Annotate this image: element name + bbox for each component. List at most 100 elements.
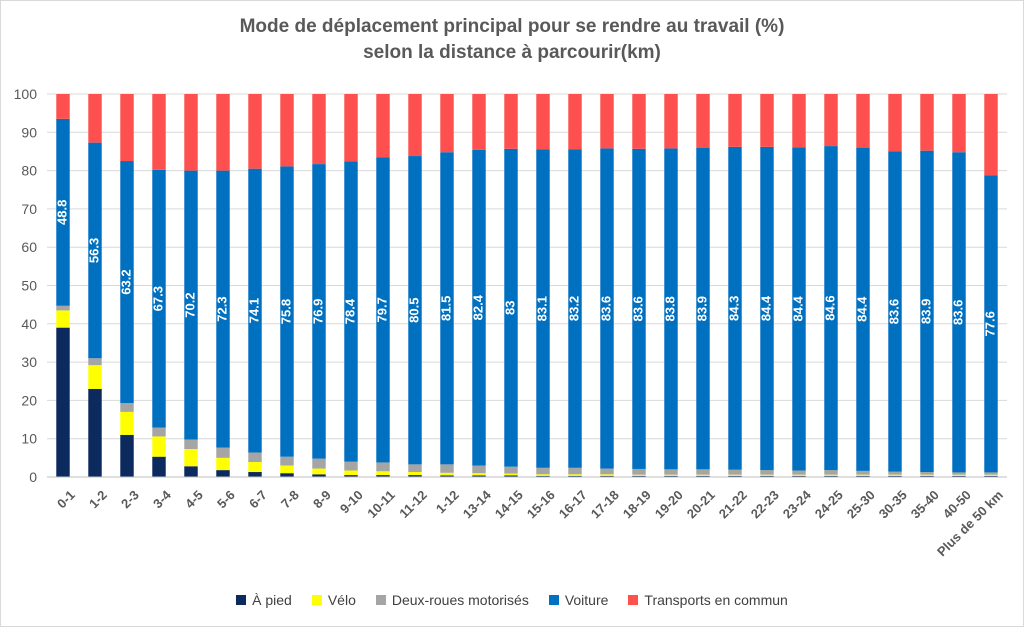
bar-segment-voiture — [120, 161, 134, 404]
legend-item: Voiture — [548, 592, 609, 608]
bar-segment-v-lo — [952, 474, 966, 476]
x-tick-label: 8-9 — [310, 487, 334, 511]
bar-segment-deux-roues-motoris-s — [856, 470, 870, 475]
bar-segment-voiture — [472, 149, 486, 466]
y-tick-label: 80 — [21, 163, 37, 179]
bar-segment-v-lo — [728, 474, 742, 476]
bar-segment-voiture — [792, 147, 806, 471]
bar-segment-transports-en-commun — [120, 94, 134, 162]
bar-segment-voiture — [440, 152, 454, 465]
data-label: 72.3 — [214, 296, 229, 321]
data-label: 84.6 — [822, 295, 837, 320]
x-tick-label: 7-8 — [278, 487, 302, 511]
chart-legend: À pied Vélo Deux-roues motorisés Voiture Tra… — [0, 592, 1024, 608]
legend-item: Vélo — [311, 592, 356, 608]
bar-segment-voiture — [696, 148, 710, 470]
legend-label: Voiture — [564, 592, 609, 608]
x-tick-label: 10-11 — [364, 487, 398, 521]
x-tick-label: 14-15 — [492, 487, 526, 521]
bar-segment-deux-roues-motoris-s — [344, 461, 358, 471]
bar-segment--pied — [568, 475, 582, 477]
bar-segment-deux-roues-motoris-s — [472, 465, 486, 474]
bar-segment-v-lo — [88, 365, 102, 389]
x-tick-label: 35-40 — [908, 487, 942, 521]
bar-segment-voiture — [344, 161, 358, 462]
bar-segment--pied — [408, 475, 422, 477]
bar-segment-deux-roues-motoris-s — [440, 464, 454, 473]
bar-segment-transports-en-commun — [504, 94, 518, 149]
bar-segment-v-lo — [376, 471, 390, 476]
bar-segment-transports-en-commun — [152, 94, 166, 170]
bar-segment-deux-roues-motoris-s — [152, 427, 166, 437]
x-tick-label: 9-10 — [337, 487, 366, 516]
data-label: 83.6 — [598, 296, 613, 321]
bar-segment-deux-roues-motoris-s — [120, 403, 134, 412]
bar-segment-voiture — [920, 150, 934, 473]
bar-segment-deux-roues-motoris-s — [888, 471, 902, 475]
y-tick-label: 0 — [29, 469, 37, 485]
bar-segment-v-lo — [664, 474, 678, 476]
bar-segment-voiture — [888, 151, 902, 472]
x-tick-label: 13-14 — [460, 487, 495, 522]
data-label: 82.4 — [470, 294, 485, 320]
bar-segment-voiture — [856, 147, 870, 471]
x-tick-label: 22-23 — [748, 487, 782, 521]
bar-segment-transports-en-commun — [536, 94, 550, 150]
legend-swatch — [236, 595, 247, 605]
data-label: 75.8 — [278, 299, 293, 324]
x-tick-label: 0-1 — [54, 487, 78, 511]
bar-segment-transports-en-commun — [56, 94, 70, 119]
legend-item: À pied — [236, 592, 292, 608]
bar-segment-v-lo — [760, 474, 774, 476]
y-tick-label: 10 — [21, 431, 37, 447]
bar-segment-v-lo — [632, 474, 646, 476]
bar-segment-transports-en-commun — [88, 94, 102, 143]
data-label: 77.6 — [982, 311, 997, 336]
bar-segment-deux-roues-motoris-s — [536, 467, 550, 475]
data-label: 83 — [502, 300, 517, 314]
bar-segment-deux-roues-motoris-s — [312, 458, 326, 469]
legend-label: À pied — [252, 592, 292, 608]
bar-segment--pied — [856, 475, 870, 477]
bar-segment-voiture — [152, 169, 166, 428]
bar-segment-deux-roues-motoris-s — [760, 470, 774, 475]
bar-segment-v-lo — [152, 436, 166, 457]
y-tick-label: 100 — [14, 86, 38, 102]
bar-segment-voiture — [88, 142, 102, 359]
bar-segment-deux-roues-motoris-s — [568, 467, 582, 475]
data-label: 83.8 — [662, 296, 677, 321]
bar-segment-transports-en-commun — [600, 94, 614, 149]
bar-segment-deux-roues-motoris-s — [216, 447, 230, 458]
stacked-bar-chart: 0 10 20 30 40 50 60 70 80 90 100 48.8 0-1 56.3 1-2 63.2… — [14, 86, 1007, 559]
x-tick-label: 3-4 — [150, 487, 174, 511]
x-tick-label: 2-3 — [118, 487, 142, 511]
bar-segment-voiture — [568, 149, 582, 468]
bar-segment-transports-en-commun — [440, 94, 454, 153]
bar-segment--pied — [120, 434, 134, 477]
bar-segment-v-lo — [920, 474, 934, 476]
bar-segment--pied — [952, 475, 966, 477]
bar-segment-deux-roues-motoris-s — [696, 469, 710, 475]
bar-segment-transports-en-commun — [760, 94, 774, 147]
x-tick-label: 17-18 — [588, 487, 622, 521]
bar-segment-voiture — [984, 175, 998, 473]
x-tick-label: 30-35 — [876, 487, 910, 521]
bar-segment-deux-roues-motoris-s — [824, 470, 838, 475]
chart-title-block: Mode de déplacement principal pour se re… — [0, 14, 1024, 66]
bar-segment-deux-roues-motoris-s — [792, 470, 806, 475]
bar-segment-voiture — [632, 148, 646, 469]
y-tick-label: 90 — [21, 124, 37, 140]
bar-segment-v-lo — [888, 474, 902, 476]
data-label: 80.5 — [406, 298, 421, 323]
legend-label: Vélo — [327, 592, 356, 608]
bar-segment-deux-roues-motoris-s — [600, 468, 614, 475]
bar-segment--pied — [888, 475, 902, 477]
y-tick-label: 60 — [21, 239, 37, 255]
y-tick-label: 50 — [21, 278, 37, 294]
bar-segment-deux-roues-motoris-s — [184, 439, 198, 450]
legend-swatch — [311, 595, 322, 605]
x-tick-label: 24-25 — [812, 487, 846, 521]
bar-segment--pied — [312, 474, 326, 477]
data-label: 83.6 — [950, 300, 965, 325]
bar-segment-transports-en-commun — [184, 94, 198, 171]
